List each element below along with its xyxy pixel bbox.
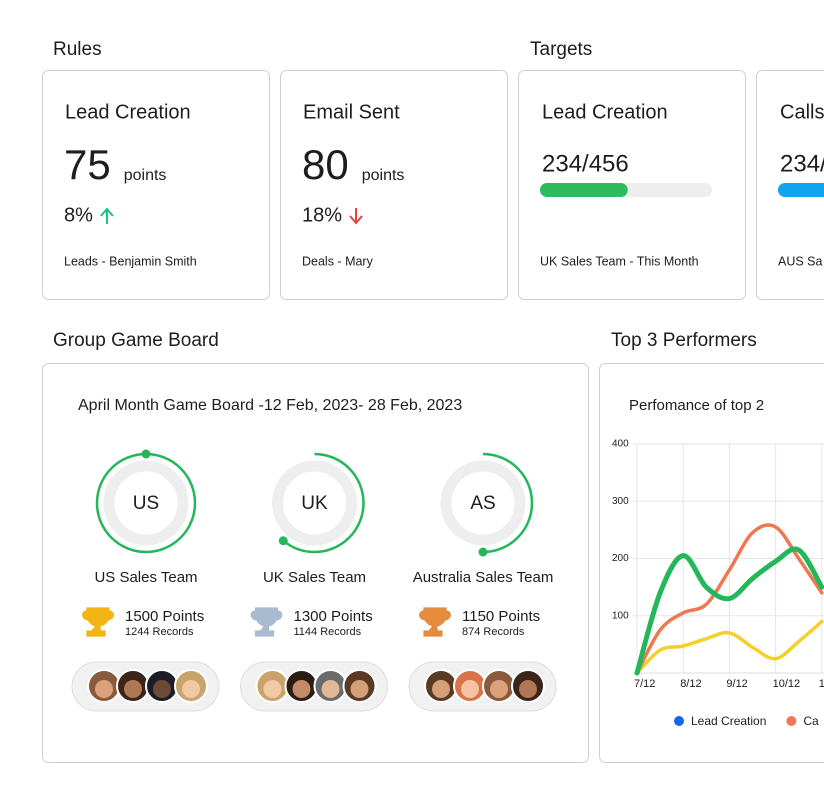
x-tick-label: 8/12 bbox=[680, 678, 701, 690]
avatar-face bbox=[519, 680, 537, 698]
points-value: 80 bbox=[302, 141, 349, 188]
y-tick-label: 200 bbox=[612, 553, 629, 564]
avatar-face bbox=[124, 680, 142, 698]
team-points: 1150 Points bbox=[462, 608, 540, 625]
x-tick-label: 7/12 bbox=[634, 678, 655, 690]
section-title: Targets bbox=[530, 39, 592, 60]
legend-label: Lead Creation bbox=[691, 714, 766, 728]
trend-arrow bbox=[100, 207, 114, 224]
avatar-face bbox=[350, 680, 369, 698]
line-series bbox=[635, 619, 824, 675]
progress-bar bbox=[778, 183, 824, 197]
avatar-face bbox=[292, 680, 311, 698]
y-tick-label: 100 bbox=[612, 610, 629, 621]
avatar-face bbox=[182, 680, 200, 698]
section-title: Group Game Board bbox=[53, 330, 219, 351]
legend-marker bbox=[674, 716, 684, 726]
progress-label: 234/ bbox=[780, 150, 824, 177]
y-tick-label: 400 bbox=[612, 439, 629, 450]
section-title: Rules bbox=[53, 39, 102, 60]
chart-title: Perfomance of top 2 bbox=[629, 397, 764, 414]
change: 18% bbox=[302, 204, 342, 226]
ring-progress bbox=[264, 452, 365, 554]
team-points: 1300 Points bbox=[294, 608, 373, 625]
ring-track bbox=[440, 460, 526, 546]
card-title: Lead Creation bbox=[542, 101, 668, 123]
line-series bbox=[634, 546, 824, 676]
team-records: 1244 Records bbox=[125, 626, 194, 638]
ring-track bbox=[103, 460, 189, 546]
team-name: Australia Sales Team bbox=[413, 569, 554, 586]
ring-dot bbox=[478, 547, 488, 557]
change: 8% bbox=[64, 204, 93, 226]
progress-label: 234/456 bbox=[542, 150, 629, 177]
legend-marker bbox=[786, 716, 797, 726]
card-footer: AUS Sa bbox=[778, 254, 823, 268]
trophy bbox=[419, 607, 451, 637]
avatar-face bbox=[263, 680, 282, 698]
ring-dot bbox=[278, 536, 288, 546]
trophy bbox=[250, 607, 283, 637]
ring-track bbox=[272, 460, 357, 546]
avatar-face bbox=[153, 680, 171, 698]
team-name: UK Sales Team bbox=[263, 569, 366, 586]
card-footer: UK Sales Team - This Month bbox=[540, 254, 699, 268]
avatar-face bbox=[321, 680, 340, 698]
x-tick-label: 1 bbox=[819, 678, 824, 690]
y-tick-label: 300 bbox=[612, 496, 629, 507]
rule-card bbox=[280, 70, 508, 300]
avatar-face bbox=[490, 680, 508, 698]
avatar-face bbox=[461, 680, 479, 698]
card-footer: Leads - Benjamin Smith bbox=[64, 254, 197, 268]
x-tick-label: 10/12 bbox=[773, 678, 801, 690]
board-title: April Month Game Board -12 Feb, 2023- 28… bbox=[78, 397, 462, 414]
card-footer: Deals - Mary bbox=[302, 254, 374, 268]
section-title: Top 3 Performers bbox=[611, 330, 757, 351]
team-code: UK bbox=[301, 493, 328, 514]
x-tick-label: 9/12 bbox=[726, 678, 747, 690]
avatar-face bbox=[95, 680, 113, 698]
progress-bar bbox=[540, 183, 628, 197]
trophy bbox=[82, 607, 114, 637]
team-points: 1500 Points bbox=[125, 608, 204, 625]
trend-arrow bbox=[349, 208, 363, 225]
points-unit: points bbox=[124, 167, 167, 184]
avatar-face bbox=[432, 680, 450, 698]
ring-dot bbox=[141, 449, 151, 459]
rule-card bbox=[42, 70, 270, 300]
team-records: 1144 Records bbox=[294, 626, 362, 638]
card-title: Lead Creation bbox=[65, 101, 191, 123]
points-unit: points bbox=[362, 167, 405, 184]
points-value: 75 bbox=[64, 141, 111, 188]
team-name: US Sales Team bbox=[94, 569, 197, 586]
team-records: 874 Records bbox=[462, 626, 525, 638]
card-title: Calls bbox=[780, 101, 824, 123]
team-code: US bbox=[133, 493, 159, 514]
card-title: Email Sent bbox=[303, 101, 400, 123]
team-code: AS bbox=[470, 493, 495, 514]
legend-label: Ca bbox=[803, 714, 819, 728]
chart-card bbox=[599, 363, 824, 763]
